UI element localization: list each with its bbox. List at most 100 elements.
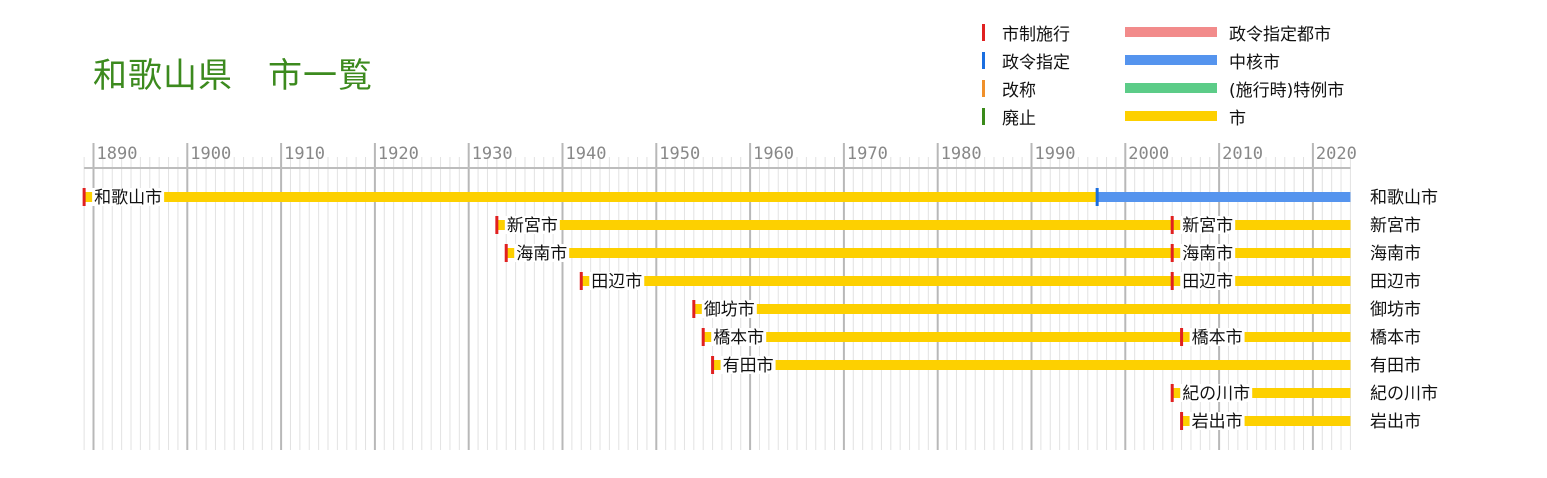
event-label-bg xyxy=(589,272,645,290)
event-label-bg xyxy=(1180,384,1253,402)
event-label: 田辺市 xyxy=(591,272,642,292)
event-label: 橋本市 xyxy=(713,328,764,348)
decade-tick-label: 1910 xyxy=(284,144,325,164)
event-tick xyxy=(1180,412,1184,430)
event-label: 橋本市 xyxy=(1192,328,1243,348)
event-label: 新宮市 xyxy=(507,216,558,236)
decade-tick-label: 1950 xyxy=(659,144,700,164)
event-label-bg xyxy=(504,216,560,234)
decade-tick-label: 2010 xyxy=(1222,144,1263,164)
event-label-bg xyxy=(1189,412,1245,430)
timeline-bar xyxy=(506,248,1351,258)
event-label-bg xyxy=(1189,328,1245,346)
green-tick-icon xyxy=(982,107,985,125)
pink-line-icon xyxy=(1125,27,1217,37)
decade-tick-label: 1960 xyxy=(753,144,794,164)
legend-item-rename: 改称 xyxy=(980,74,1070,102)
event-label: 田辺市 xyxy=(1182,272,1233,292)
event-label: 有田市 xyxy=(723,356,774,376)
event-label: 海南市 xyxy=(1182,244,1233,264)
orange-tick-icon xyxy=(982,79,985,97)
legend-label: 廃止 xyxy=(1002,108,1036,129)
event-label-bg xyxy=(1180,216,1236,234)
timeline-bar xyxy=(1181,416,1351,426)
row-end-label: 新宮市 xyxy=(1370,216,1421,236)
blue-tick-icon xyxy=(982,51,985,69)
row-end-label: 岩出市 xyxy=(1370,412,1421,432)
timeline-bar xyxy=(693,304,1351,314)
decade-tick-label: 1900 xyxy=(190,144,231,164)
yellow-line-icon xyxy=(1125,111,1217,121)
event-label: 紀の川市 xyxy=(1182,384,1250,404)
decade-tick-label: 2000 xyxy=(1128,144,1169,164)
decade-tick-label: 2020 xyxy=(1316,144,1357,164)
legend-item-abolish: 廃止 xyxy=(980,102,1070,130)
row-end-label: 和歌山市 xyxy=(1370,188,1438,208)
timeline-bar xyxy=(496,220,1351,230)
timeline-bar xyxy=(712,360,1351,370)
event-tick xyxy=(495,216,499,234)
legend-label: 政令指定 xyxy=(1002,52,1070,73)
event-tick xyxy=(1095,188,1099,206)
row-end-label: 紀の川市 xyxy=(1370,384,1438,404)
event-label-bg xyxy=(711,328,767,346)
chart-title: 和歌山県 市一覧 xyxy=(93,56,373,96)
event-label-bg xyxy=(92,188,165,206)
legend-item-chukaku: 中核市 xyxy=(1125,46,1344,74)
red-tick-icon xyxy=(982,23,985,41)
event-label: 新宮市 xyxy=(1182,216,1233,236)
event-tick xyxy=(82,188,86,206)
timeline-bar xyxy=(1172,388,1351,398)
timeline-bar xyxy=(1097,192,1351,202)
row-end-label: 御坊市 xyxy=(1370,300,1421,320)
event-label: 御坊市 xyxy=(704,300,755,320)
decade-tick-label: 1940 xyxy=(566,144,607,164)
event-tick xyxy=(1180,328,1184,346)
decade-tick-label: 1930 xyxy=(472,144,513,164)
blue-line-icon xyxy=(1125,55,1217,65)
row-end-label: 有田市 xyxy=(1370,356,1421,376)
event-label-bg xyxy=(1180,244,1236,262)
event-tick xyxy=(1170,384,1174,402)
decade-tick-label: 1990 xyxy=(1035,144,1076,164)
legend-item-tokurei: (施行時)特例市 xyxy=(1125,74,1344,102)
event-tick xyxy=(504,244,508,262)
legend-label: (施行時)特例市 xyxy=(1229,80,1345,101)
event-label: 海南市 xyxy=(516,244,567,264)
event-label: 岩出市 xyxy=(1192,412,1243,432)
row-end-label: 橋本市 xyxy=(1370,328,1421,348)
decade-tick-label: 1920 xyxy=(378,144,419,164)
event-label-bg xyxy=(701,300,757,318)
event-label-bg xyxy=(514,244,570,262)
legend-types: 政令指定都市 中核市 (施行時)特例市 市 xyxy=(1125,18,1344,130)
row-end-label: 海南市 xyxy=(1370,244,1421,264)
event-label-bg xyxy=(720,356,776,374)
legend-item-seirei: 政令指定都市 xyxy=(1125,18,1344,46)
event-label-bg xyxy=(1180,272,1236,290)
legend-events: 市制施行 政令指定 改称 廃止 xyxy=(980,18,1070,130)
event-tick xyxy=(692,300,696,318)
event-tick xyxy=(1170,216,1174,234)
timeline-bar xyxy=(581,276,1351,286)
legend-item-establish: 市制施行 xyxy=(980,18,1070,46)
timeline-bar xyxy=(84,192,1098,202)
event-tick xyxy=(579,272,583,290)
legend-label: 中核市 xyxy=(1229,52,1280,73)
green-line-icon xyxy=(1125,83,1217,93)
decade-tick-label: 1970 xyxy=(847,144,888,164)
legend-label: 市制施行 xyxy=(1002,24,1070,45)
legend-label: 政令指定都市 xyxy=(1229,24,1331,45)
decade-tick-label: 1980 xyxy=(941,144,982,164)
legend-item-shi: 市 xyxy=(1125,102,1344,130)
event-label: 和歌山市 xyxy=(94,188,162,208)
decade-tick-label: 1890 xyxy=(97,144,138,164)
row-end-label: 田辺市 xyxy=(1370,272,1421,292)
timeline-bar xyxy=(703,332,1351,342)
event-tick xyxy=(711,356,715,374)
event-tick xyxy=(1170,244,1174,262)
event-tick xyxy=(1170,272,1174,290)
legend-label: 改称 xyxy=(1002,80,1036,101)
legend-item-designated: 政令指定 xyxy=(980,46,1070,74)
legend-label: 市 xyxy=(1229,108,1246,129)
